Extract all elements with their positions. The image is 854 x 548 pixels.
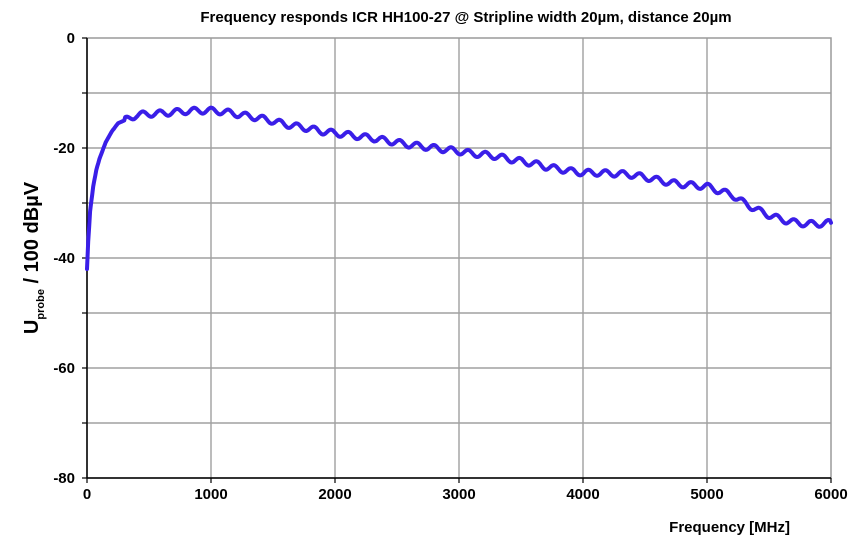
y-tick-label: 0 xyxy=(67,30,75,47)
y-tick-label: -60 xyxy=(53,360,75,377)
grid xyxy=(87,38,831,478)
y-axis-title-main: U xyxy=(21,320,43,334)
axis-ticks xyxy=(82,37,832,483)
x-tick-label: 1000 xyxy=(194,486,227,503)
x-axis-title: Frequency [MHz] xyxy=(669,519,790,536)
series-layer xyxy=(85,105,833,271)
chart-title: Frequency responds ICR HH100-27 @ Stripl… xyxy=(200,9,731,26)
x-tick-label: 6000 xyxy=(814,486,847,503)
x-tick-label: 0 xyxy=(83,486,91,503)
series-line xyxy=(85,105,833,271)
y-tick-label: -20 xyxy=(53,140,75,157)
y-axis-title: Uprobe / 100 dBµV xyxy=(21,181,47,334)
y-axis-title-rest: / 100 dBµV xyxy=(21,181,43,289)
y-axis-title-subscript: probe xyxy=(35,289,47,320)
x-tick-label: 4000 xyxy=(566,486,599,503)
x-tick-label: 3000 xyxy=(442,486,475,503)
y-tick-labels: 0 -20 -40 -60 -80 xyxy=(53,30,75,487)
y-tick-label: -80 xyxy=(53,470,75,487)
x-tick-label: 2000 xyxy=(318,486,351,503)
x-tick-labels: 0 1000 2000 3000 4000 5000 6000 xyxy=(83,486,848,503)
x-tick-label: 5000 xyxy=(690,486,723,503)
y-tick-label: -40 xyxy=(53,250,75,267)
